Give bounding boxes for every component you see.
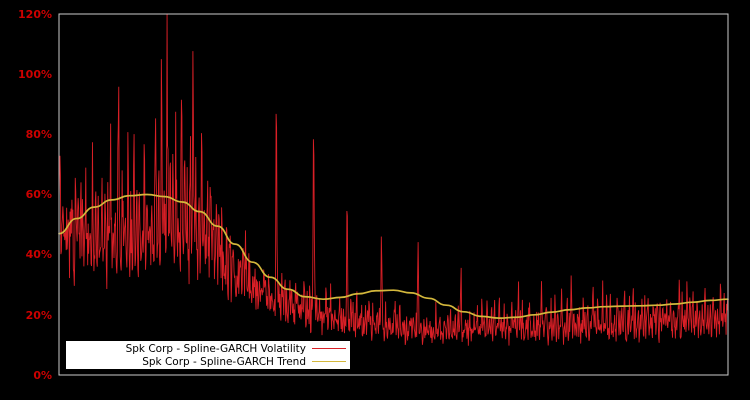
legend-label-volatility: Spk Corp - Spline-GARCH Volatility	[125, 342, 306, 355]
legend-item-trend[interactable]: Spk Corp - Spline-GARCH Trend	[66, 355, 350, 368]
chart-legend: Spk Corp - Spline-GARCH Volatility Spk C…	[66, 341, 350, 369]
legend-swatch-volatility	[312, 348, 346, 349]
ytick-label-60: 60%	[25, 188, 52, 201]
ytick-label-0: 0%	[33, 369, 52, 382]
legend-swatch-trend	[312, 361, 346, 362]
trend-series	[58, 193, 729, 319]
legend-item-volatility[interactable]: Spk Corp - Spline-GARCH Volatility	[66, 342, 350, 355]
volatility-line	[58, 13, 729, 346]
volatility-series	[58, 13, 729, 346]
ytick-label-100: 100%	[18, 68, 52, 81]
plot-area-border	[58, 13, 729, 376]
ytick-label-120: 120%	[18, 8, 52, 21]
ytick-label-20: 20%	[25, 309, 52, 322]
ytick-label-40: 40%	[25, 248, 52, 261]
legend-label-trend: Spk Corp - Spline-GARCH Trend	[142, 355, 306, 368]
ytick-label-80: 80%	[25, 128, 52, 141]
